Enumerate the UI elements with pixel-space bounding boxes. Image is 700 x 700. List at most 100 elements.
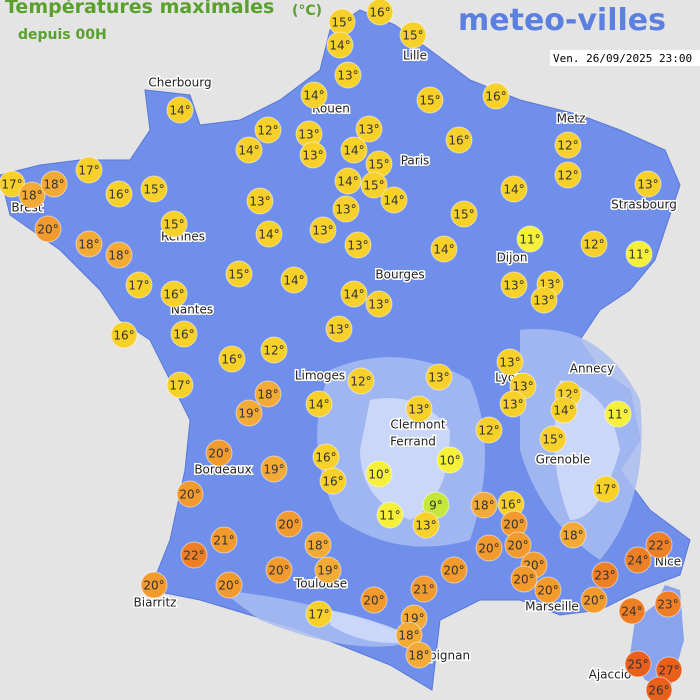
temperature-label: 11° [628,248,649,262]
temperature-label: 13° [533,294,554,308]
temperature-marker [405,395,433,423]
temperature-label: 18° [43,178,64,192]
temperature-layer: 15°16°14°15°13°14° 15° 16°14°12° 13° 13°14° 1… [0,0,683,700]
temperature-marker [280,266,308,294]
temperature-marker [305,600,333,628]
temperature-label: 20° [478,542,499,556]
temperature-label: 20° [278,518,299,532]
temperature-label: 18° [562,529,583,543]
temperature-marker [260,336,288,364]
temperature-marker [34,215,62,243]
temperature-marker [140,175,168,203]
temperature-label: 16° [322,475,343,489]
temperature-marker [654,590,682,618]
temperature-label: 11° [379,509,400,523]
temperature-marker [332,195,360,223]
temperature-marker [624,650,652,678]
temperature-marker [166,96,194,124]
temperature-label: 25° [627,658,648,672]
temperature-label: 20° [143,579,164,593]
temperature-label: 16° [500,498,521,512]
temperature-marker [499,390,527,418]
temperature-marker [344,231,372,259]
temperature-marker [140,571,168,599]
temperature-marker [500,175,528,203]
temperature-marker [380,186,408,214]
temperature-marker [475,534,503,562]
temperature-marker [360,171,388,199]
temperature-label: 13° [302,149,323,163]
city-label: Biarritz [134,596,177,610]
temperature-label: 26° [648,684,669,698]
temperature-label: 20° [503,518,524,532]
temperature-marker [334,61,362,89]
city-label: Ferrand [390,435,436,449]
temperature-label: 16° [369,6,390,20]
temperature-label: 23° [594,569,615,583]
temperature-label: 20° [363,594,384,608]
temperature-marker [215,571,243,599]
temperature-marker [325,315,353,343]
city-label: Annecy [570,362,615,376]
temperature-label: 13° [368,298,389,312]
temperature-label: 13° [249,195,270,209]
temperature-marker [625,240,653,268]
logo: meteo-villes [458,3,666,38]
temperature-label: 23° [657,598,678,612]
temperature-label: 17° [1,178,22,192]
temperature-label: 14° [308,398,329,412]
temperature-marker [592,475,620,503]
temperature-marker [482,82,510,110]
temperature-marker [430,235,458,263]
temperature-label: 10° [439,454,460,468]
temperature-marker [645,531,673,559]
temperature-label: 13° [499,356,520,370]
temperature-marker [309,216,337,244]
temperature-marker [265,556,293,584]
temperature-marker [399,21,427,49]
temperature-marker [166,371,194,399]
temperature-label: 20° [218,579,239,593]
temperature-label: 18° [307,539,328,553]
relief-light [330,380,620,643]
temperature-label: 16° [113,329,134,343]
temperature-label: 16° [108,188,129,202]
city-label: Bordeaux [194,463,251,477]
temperature-marker [470,491,498,519]
temperature-label: 13° [512,380,533,394]
temperature-marker [75,156,103,184]
city-label: Metz [557,112,586,126]
temperature-marker [246,187,274,215]
temperature-label: 18° [257,388,278,402]
temperature-marker [105,180,133,208]
temperature-marker [554,161,582,189]
temperature-label: 20° [208,447,229,461]
temperature-label: 21° [213,534,234,548]
temperature-label: 14° [433,243,454,257]
temperature-marker [105,241,133,269]
city-label: Lille [403,49,427,63]
temperature-marker [235,136,263,164]
temperature-marker [225,260,253,288]
temperature-marker [125,271,153,299]
temperature-marker [445,126,473,154]
temperature-label: 15° [143,183,164,197]
temperature-label: 16° [163,288,184,302]
temperature-label: 13° [335,203,356,217]
city-label: Grenoble [536,453,591,467]
temperature-marker [160,210,188,238]
temperature-label: 22° [183,549,204,563]
temperature-marker [299,141,327,169]
temperature-label: 17° [595,483,616,497]
temperature-label: 12° [557,139,578,153]
temperature-marker [412,511,440,539]
temperature-marker [18,181,46,209]
temperature-marker [254,116,282,144]
temperature-label: 13° [328,323,349,337]
temperature-label: 11° [607,408,628,422]
temperature-marker [340,280,368,308]
temperature-marker [530,286,558,314]
temperature-label: 17° [128,279,149,293]
temperature-marker [365,290,393,318]
